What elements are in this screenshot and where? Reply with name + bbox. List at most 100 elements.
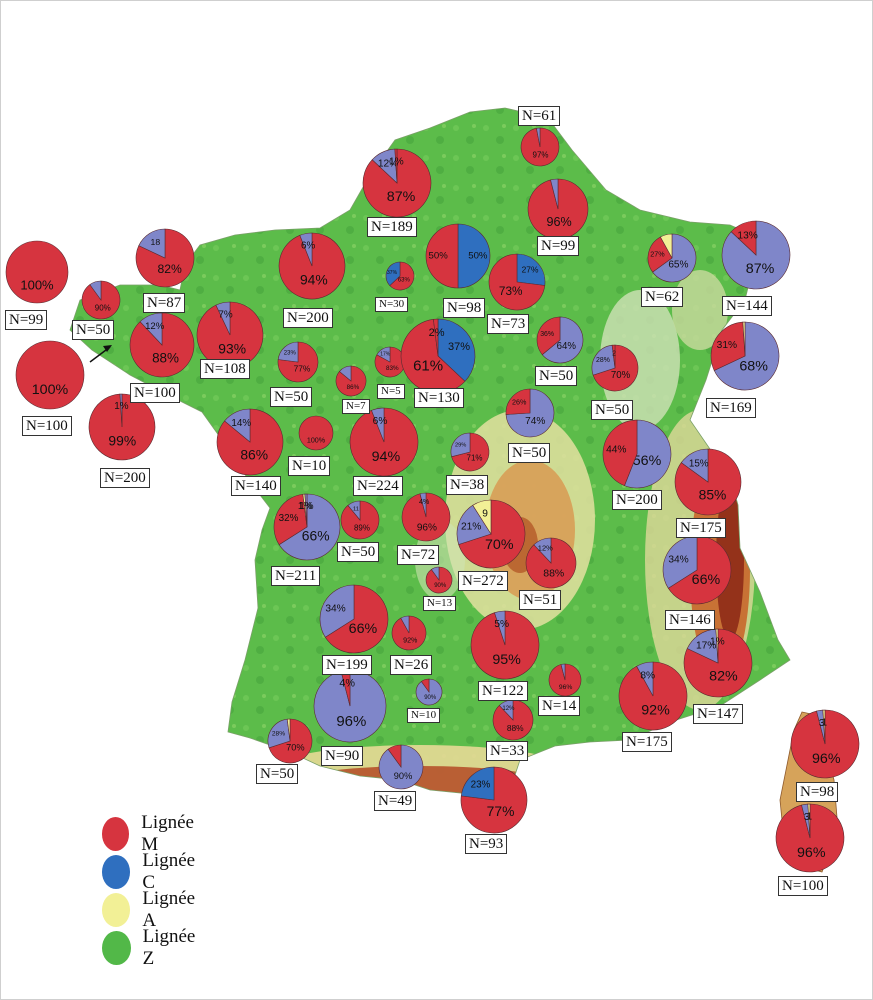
pie-slice [371,407,385,443]
pie-slice-label: 96% [417,522,437,533]
legend-label-m: Lignée M [141,812,194,855]
pie-slice [592,344,639,392]
pie-chart: 87% 12%1% [362,148,432,218]
sample-size-label: N=33 [486,741,529,761]
sample-size-label: N=26 [390,655,433,675]
pie-slice-label: 96% [812,751,841,767]
sample-size-label: N=272 [458,571,508,591]
pie-slice-label: 66% [302,527,330,543]
pie-slice [385,261,401,287]
sample-size-label: N=50 [256,764,299,784]
sample-size-label: N=140 [231,476,281,496]
pie-slice [536,316,561,356]
sample-size-label: N=108 [200,359,250,379]
pie-slice [394,148,398,184]
pie-slice [273,493,308,546]
pie-chart: 92% 8% [618,661,688,731]
pie-slice-label: 92% [641,703,670,719]
legend-swatch-z [102,931,131,965]
sample-size-label: N=146 [665,610,715,630]
pie-slice [5,240,69,304]
pie-chart: 92% [391,615,427,651]
pie-slice [138,228,166,259]
pie-slice-label: 92% [403,636,418,644]
pie-slice-label: 90% [394,771,412,781]
pie-slice-label: 94% [300,271,328,287]
pie-slice [647,236,673,273]
pie-slice-label: 28% [272,730,285,737]
pie-slice [683,628,753,698]
legend-label-a: Lignée A [142,888,196,931]
pie-chart: 96% 31 [790,709,860,779]
pie-slice-label: 97% [533,151,549,160]
pie-slice-label: 27% [650,250,665,259]
pie-slice-label: 74% [525,416,545,427]
legend-item-m: Lignée M [102,812,201,856]
pie-slice-label: 73% [499,285,523,298]
pie-slice-label: 12% [145,321,165,332]
pie-slice-label: 100% [32,382,69,398]
pie-slice-label: 88% [152,350,179,365]
sample-size-label: N=175 [622,732,672,752]
sample-size-label: N=73 [487,314,530,334]
pie-slice-label: 94% [372,449,401,465]
pie-chart: 93% 7% [196,301,264,369]
pie-chart: 66% 34% [662,535,732,605]
pie-slice [437,318,476,382]
pie-slice-label: 2% [429,327,445,339]
pie-slice [458,499,526,569]
pie-slice [433,318,439,357]
pie-slice [430,566,440,581]
pie-slice [450,432,471,458]
pie-slice-label: 4% [339,678,355,690]
pie-chart: 82% 18 [135,228,195,288]
pie-slice [389,261,415,291]
pie-slice-label: 85% [699,486,727,502]
pie-slice-label: 66% [349,621,378,637]
pie-slice-label: 32% [279,513,299,524]
pie-slice-label: 82% [157,262,182,276]
pie-slice-label: 17% [380,351,391,357]
pie-slice [807,803,811,839]
sample-size-label: N=98 [443,298,486,318]
sample-size-label: N=14 [538,696,581,716]
pie-slice [636,661,654,697]
pie-slice-label: 17% [696,640,716,651]
sample-size-label: N=224 [353,476,403,496]
pie-slice-label: 34% [325,604,345,615]
pie-slice [376,346,391,363]
pie-slice-label: 3 [804,812,810,823]
pie-slice [494,610,506,646]
pie-slice [742,321,746,357]
pie-slice-label: 14% [231,418,251,429]
pie-slice-label: 82% [709,668,738,684]
pie-slice-label: 100% [20,277,54,292]
sample-size-label: N=99 [5,310,48,330]
sample-size-label: N=50 [72,320,115,340]
sample-size-label: N=10 [407,708,441,723]
sample-size-label: N=87 [143,293,186,313]
pie-slice [710,321,746,371]
pie-slice [139,312,163,346]
sample-size-label: N=50 [337,542,380,562]
pie-slice [400,615,410,634]
legend-swatch-c [102,855,131,889]
pie-slice-label: 56% [633,453,662,469]
sample-size-label: N=130 [414,388,464,408]
sample-size-label: N=50 [591,400,634,420]
pie-slice-label: 11 [353,506,359,512]
pie-chart: 90% [425,566,453,594]
pie-chart: 50% 50% [425,223,491,289]
pointer-arrowhead [103,345,112,352]
pie-slice [224,408,251,443]
pie-slice-label: 12% [538,544,553,553]
sample-size-label: N=147 [693,704,743,724]
pie-slice [277,341,319,383]
pie-slice-label: 6% [373,416,388,427]
pie-slice-label: 87% [746,261,775,277]
pie-slice [516,253,546,286]
pie-slice-label: 23% [471,779,491,790]
sample-size-label: N=38 [446,475,489,495]
sample-size-label: N=169 [706,398,756,418]
